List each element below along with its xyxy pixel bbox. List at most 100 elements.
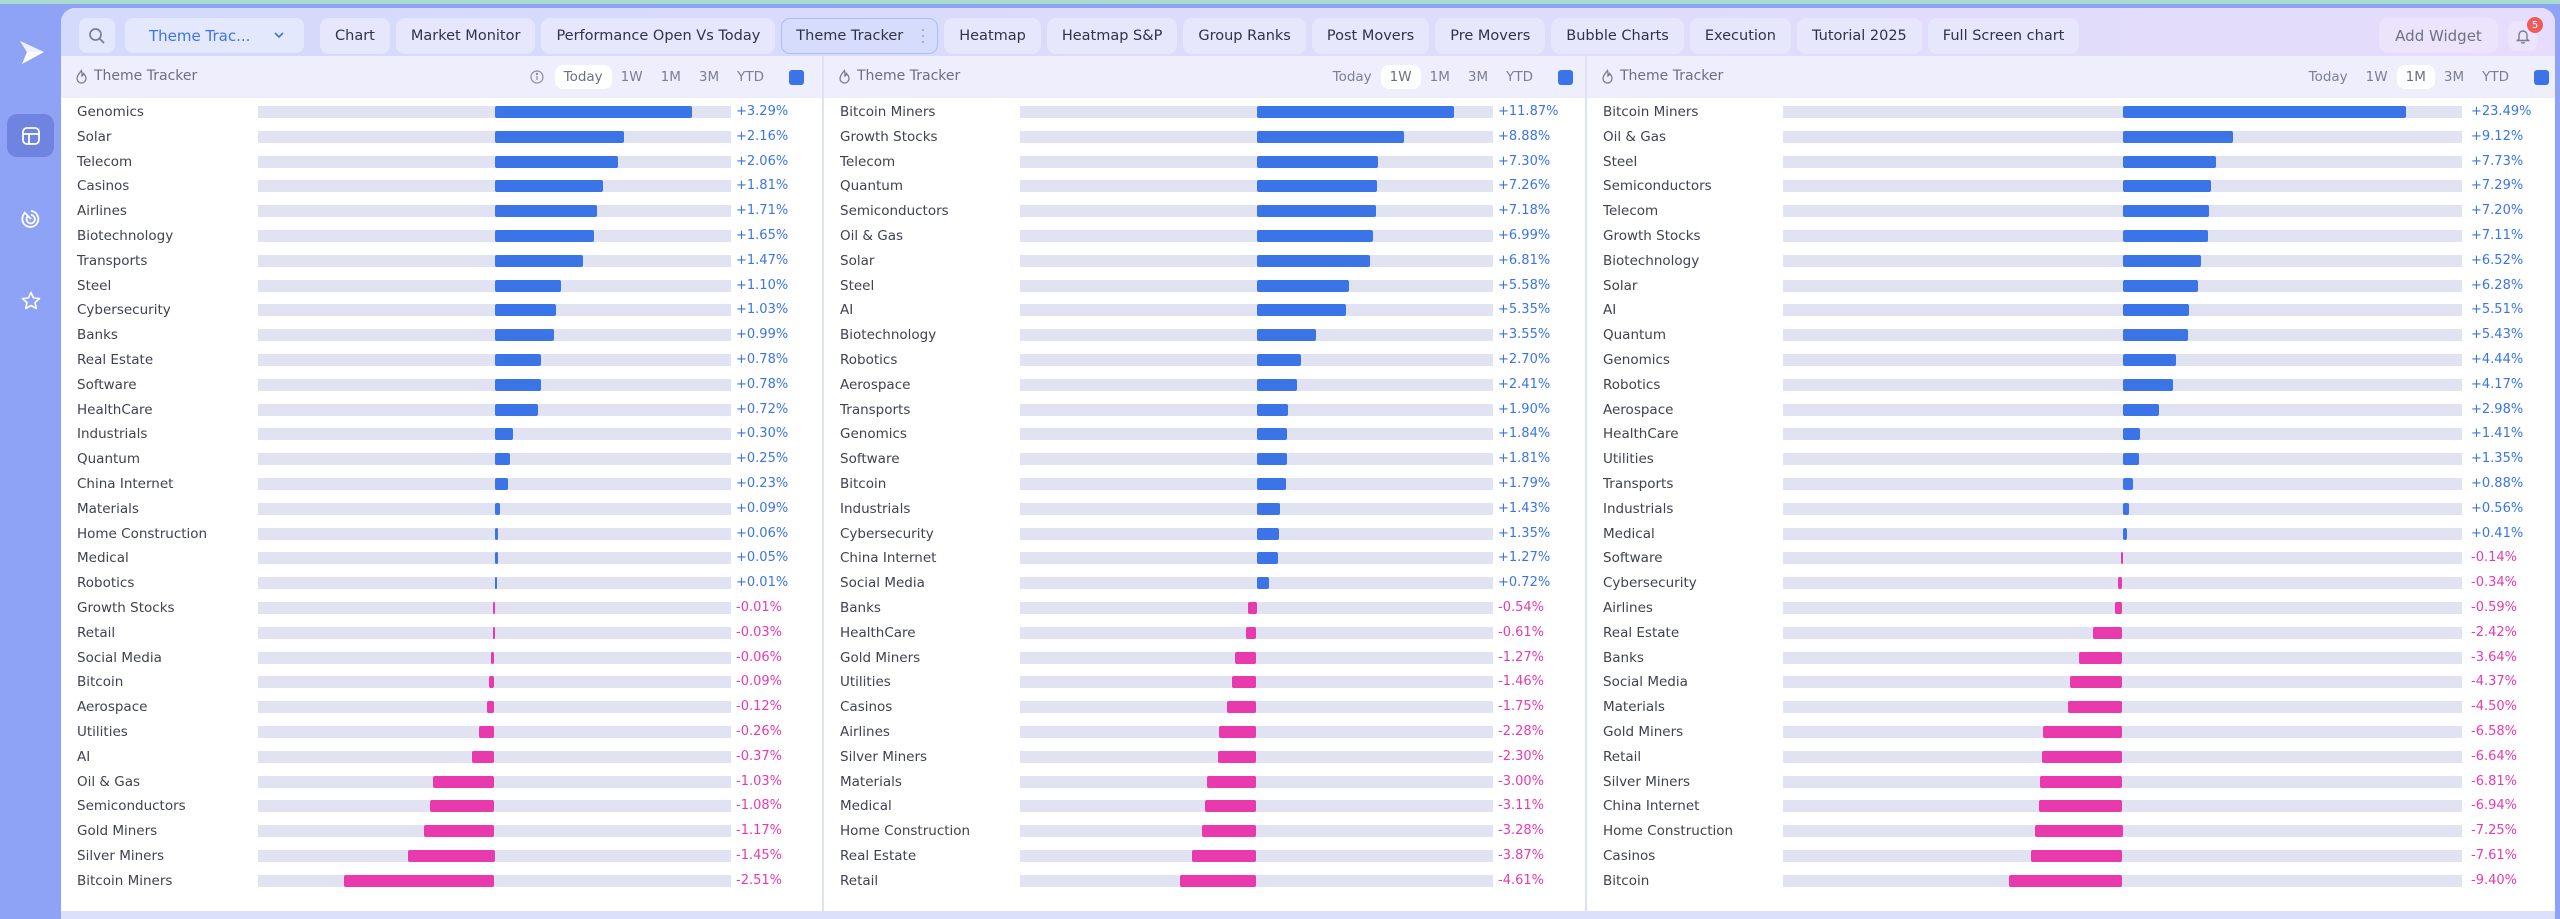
theme-row[interactable]: Silver Miners -6.81% [1587,770,2555,795]
theme-row[interactable]: Cybersecurity -0.34% [1587,571,2555,596]
tab-full-screen-chart[interactable]: Full Screen chart [1927,18,2080,54]
theme-row[interactable]: Retail -6.64% [1587,745,2555,770]
tab-chart[interactable]: Chart [320,18,390,54]
theme-row[interactable]: Gold Miners -1.17% [61,819,822,844]
period-1m[interactable]: 1M [660,69,681,85]
panel-divider[interactable] [822,56,824,911]
theme-row[interactable]: Silver Miners -2.30% [824,745,1585,770]
theme-row[interactable]: Bitcoin +1.79% [824,472,1585,497]
theme-row[interactable]: HealthCare +1.41% [1587,422,2555,447]
theme-row[interactable]: Software +1.81% [824,447,1585,472]
period-1w[interactable]: 1W [620,69,643,85]
sidebar-item-layouts[interactable] [7,114,54,157]
period-3m[interactable]: 3M [698,69,720,85]
theme-row[interactable]: Software +0.78% [61,373,822,398]
tab-tutorial-2025[interactable]: Tutorial 2025 [1796,18,1922,54]
tab-execution[interactable]: Execution [1689,18,1791,54]
play-logo-icon[interactable] [16,38,46,66]
theme-row[interactable]: Solar +6.28% [1587,274,2555,299]
theme-row[interactable]: Airlines +1.71% [61,199,822,224]
theme-row[interactable]: Semiconductors +7.29% [1587,174,2555,199]
theme-row[interactable]: Transports +0.88% [1587,472,2555,497]
theme-row[interactable]: Bitcoin Miners +23.49% [1587,100,2555,125]
theme-row[interactable]: Solar +6.81% [824,249,1585,274]
theme-row[interactable]: Gold Miners -1.27% [824,646,1585,671]
info-icon[interactable] [529,69,545,85]
theme-row[interactable]: Industrials +0.30% [61,422,822,447]
panel-divider[interactable] [1585,56,1587,911]
theme-row[interactable]: Genomics +1.84% [824,422,1585,447]
tab-market-monitor[interactable]: Market Monitor [395,18,536,54]
theme-row[interactable]: Software -0.14% [1587,546,2555,571]
theme-row[interactable]: Home Construction +0.06% [61,522,822,547]
theme-row[interactable]: Transports +1.90% [824,398,1585,423]
theme-row[interactable]: Genomics +3.29% [61,100,822,125]
theme-row[interactable]: Bitcoin -0.09% [61,670,822,695]
theme-row[interactable]: Banks -0.54% [824,596,1585,621]
theme-row[interactable]: Aerospace +2.41% [824,373,1585,398]
theme-row[interactable]: Steel +7.73% [1587,150,2555,175]
tab-post-movers[interactable]: Post Movers [1311,18,1430,54]
panel-color-swatch[interactable] [1558,69,1573,85]
theme-row[interactable]: AI +5.51% [1587,298,2555,323]
theme-row[interactable]: Genomics +4.44% [1587,348,2555,373]
theme-row[interactable]: Materials -3.00% [824,770,1585,795]
period-1m[interactable]: 1M [2396,65,2435,89]
theme-row[interactable]: Growth Stocks +7.11% [1587,224,2555,249]
theme-row[interactable]: Casinos -1.75% [824,695,1585,720]
theme-row[interactable]: Utilities -0.26% [61,720,822,745]
theme-row[interactable]: AI -0.37% [61,745,822,770]
theme-row[interactable]: Growth Stocks +8.88% [824,125,1585,150]
theme-row[interactable]: Biotechnology +6.52% [1587,249,2555,274]
tab-pre-movers[interactable]: Pre Movers [1435,18,1546,54]
theme-row[interactable]: Robotics +2.70% [824,348,1585,373]
theme-row[interactable]: Quantum +5.43% [1587,323,2555,348]
theme-row[interactable]: Steel +5.58% [824,274,1585,299]
theme-row[interactable]: Silver Miners -1.45% [61,844,822,869]
period-3m[interactable]: 3M [1467,69,1489,85]
theme-row[interactable]: AI +5.35% [824,298,1585,323]
theme-row[interactable]: Quantum +7.26% [824,174,1585,199]
theme-row[interactable]: Gold Miners -6.58% [1587,720,2555,745]
theme-row[interactable]: Industrials +1.43% [824,497,1585,522]
panel-color-swatch[interactable] [789,69,804,85]
theme-row[interactable]: Telecom +2.06% [61,150,822,175]
layout-dropdown[interactable]: Theme Trac... [125,18,304,53]
panel-color-swatch[interactable] [2534,69,2549,85]
theme-row[interactable]: Utilities +1.35% [1587,447,2555,472]
theme-row[interactable]: Cybersecurity +1.03% [61,298,822,323]
theme-row[interactable]: Banks -3.64% [1587,646,2555,671]
add-widget-button[interactable]: Add Widget [2379,18,2498,53]
search-button[interactable] [79,18,115,53]
theme-row[interactable]: Oil & Gas +6.99% [824,224,1585,249]
theme-row[interactable]: Transports +1.47% [61,249,822,274]
theme-row[interactable]: Oil & Gas -1.03% [61,770,822,795]
theme-row[interactable]: Steel +1.10% [61,274,822,299]
theme-row[interactable]: Social Media -4.37% [1587,670,2555,695]
theme-row[interactable]: Materials -4.50% [1587,695,2555,720]
sidebar-item-favorites[interactable] [7,279,54,322]
theme-row[interactable]: Bitcoin -9.40% [1587,869,2555,894]
theme-row[interactable]: China Internet +1.27% [824,546,1585,571]
theme-row[interactable]: Casinos -7.61% [1587,844,2555,869]
theme-row[interactable]: Semiconductors -1.08% [61,794,822,819]
theme-row[interactable]: Materials +0.09% [61,497,822,522]
theme-row[interactable]: Banks +0.99% [61,323,822,348]
theme-row[interactable]: Medical +0.41% [1587,522,2555,547]
period-3m[interactable]: 3M [2443,69,2465,85]
theme-row[interactable]: Airlines -0.59% [1587,596,2555,621]
period-ytd[interactable]: YTD [2482,69,2509,85]
period-1w[interactable]: 1W [2365,69,2388,85]
period-ytd[interactable]: YTD [1506,69,1533,85]
theme-row[interactable]: Telecom +7.30% [824,150,1585,175]
theme-row[interactable]: Growth Stocks -0.01% [61,596,822,621]
theme-row[interactable]: Industrials +0.56% [1587,497,2555,522]
period-1w[interactable]: 1W [1380,65,1421,89]
theme-row[interactable]: Real Estate +0.78% [61,348,822,373]
tab-bubble-charts[interactable]: Bubble Charts [1551,18,1684,54]
theme-row[interactable]: Social Media -0.06% [61,646,822,671]
theme-row[interactable]: Aerospace -0.12% [61,695,822,720]
tab-menu-icon[interactable] [921,29,925,43]
tab-heatmap[interactable]: Heatmap [944,18,1041,54]
theme-row[interactable]: Real Estate -2.42% [1587,621,2555,646]
